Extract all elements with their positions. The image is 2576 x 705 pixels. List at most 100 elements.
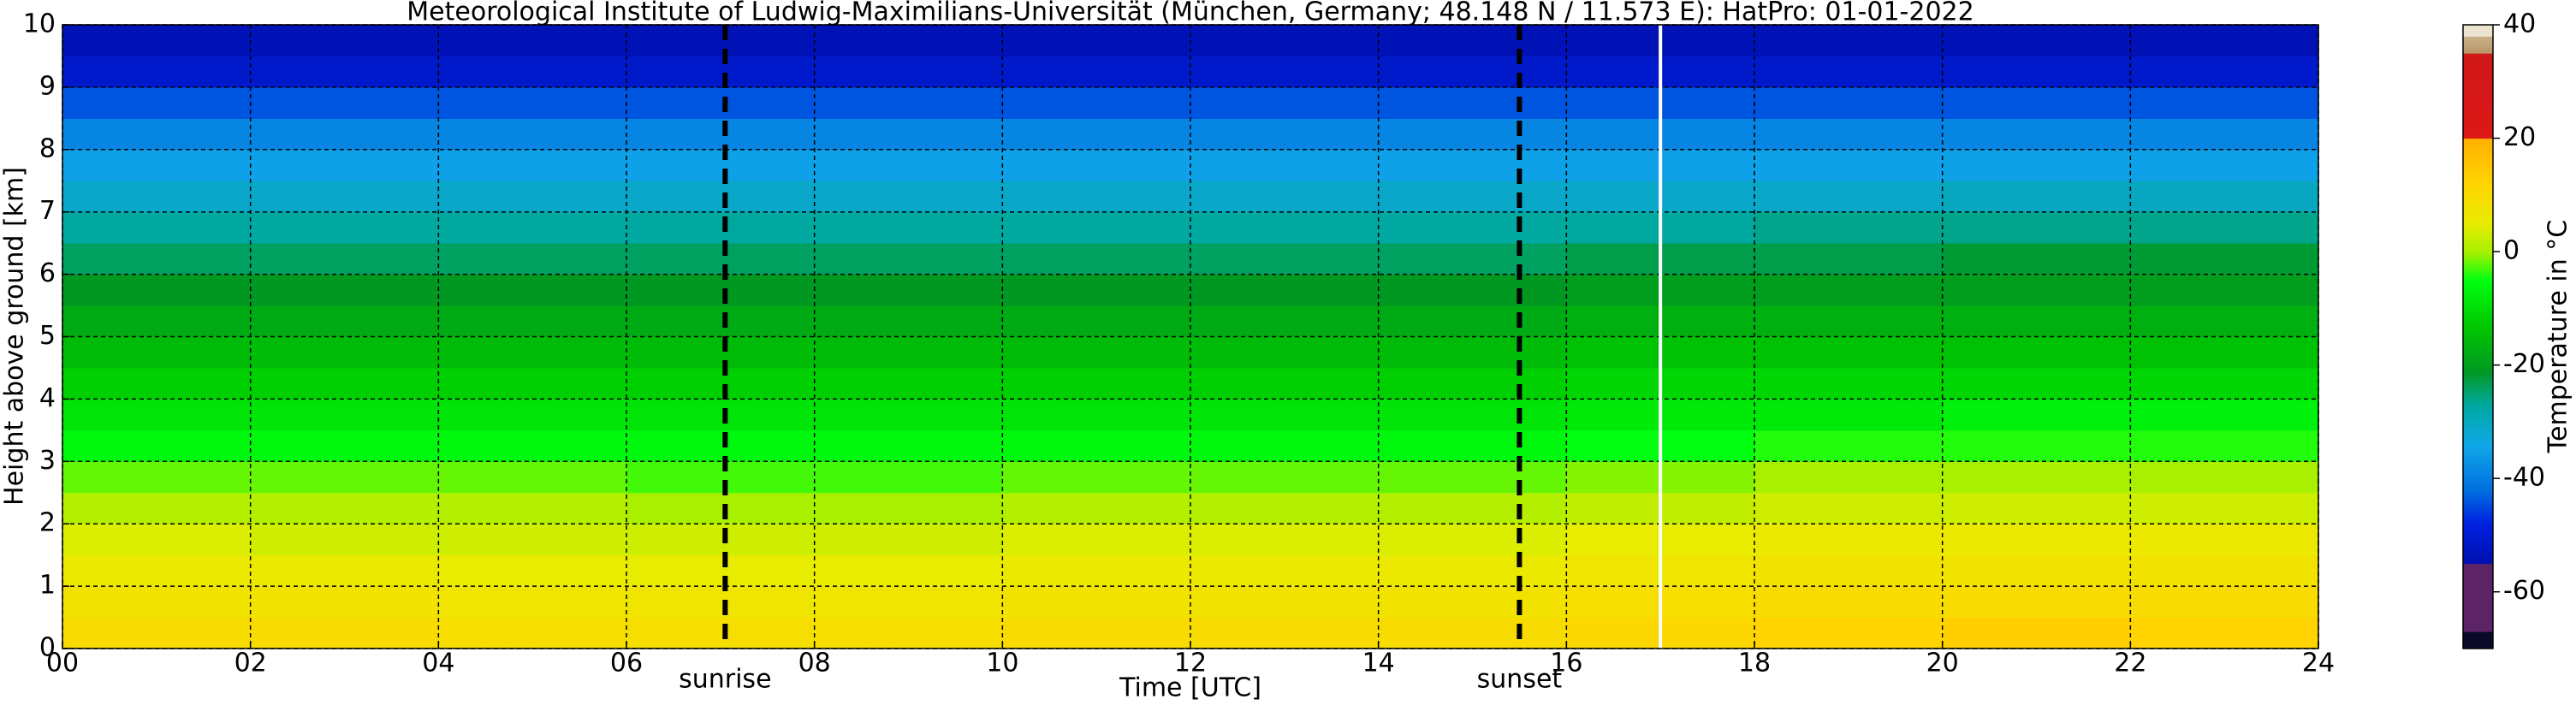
heatmap-cell xyxy=(1002,181,1191,213)
colorbar-swatch xyxy=(2463,640,2493,643)
heatmap-cell xyxy=(626,430,816,462)
colorbar-swatch xyxy=(2463,518,2493,522)
colorbar-swatch xyxy=(2463,595,2493,598)
colorbar-swatch xyxy=(2463,189,2493,193)
colorbar-swatch xyxy=(2463,430,2493,434)
heatmap-cell xyxy=(1190,524,1380,556)
colorbar-swatch xyxy=(2463,308,2493,312)
heatmap-cell xyxy=(1002,149,1191,181)
colorbar-swatch xyxy=(2463,416,2493,420)
colorbar-swatch xyxy=(2463,98,2493,102)
heatmap-cell xyxy=(1754,617,1944,649)
heatmap-cell xyxy=(1378,492,1567,524)
y-tick-label: 10 xyxy=(23,9,56,39)
colorbar-swatch xyxy=(2463,458,2493,462)
heatmap-cell xyxy=(1190,86,1380,119)
heatmap-cell xyxy=(626,305,816,337)
colorbar-swatch xyxy=(2463,186,2493,190)
heatmap-cell xyxy=(438,492,627,524)
heatmap-cell xyxy=(2130,274,2319,306)
colorbar-swatch xyxy=(2463,228,2493,233)
colorbar-swatch xyxy=(2463,215,2493,218)
heatmap-cell xyxy=(814,86,1003,119)
heatmap-cell xyxy=(1754,430,1944,462)
heatmap-cell xyxy=(1190,149,1380,181)
y-axis-label: Height above ground [km] xyxy=(0,167,30,506)
colorbar-swatch xyxy=(2463,64,2493,68)
colorbar-swatch xyxy=(2463,27,2493,32)
heatmap-cell xyxy=(1002,56,1191,88)
colorbar-swatch xyxy=(2463,58,2493,62)
colorbar-swatch xyxy=(2463,285,2493,289)
heatmap-cell xyxy=(2130,56,2319,88)
heatmap-cell xyxy=(626,149,816,181)
plot-frame xyxy=(62,24,2319,649)
colorbar-swatch xyxy=(2463,166,2493,170)
heatmap-cell xyxy=(1378,86,1567,119)
colorbar-swatch xyxy=(2463,388,2493,391)
colorbar-swatch xyxy=(2463,44,2493,49)
heatmap-cell xyxy=(1190,367,1380,400)
heatmap-cell xyxy=(1754,492,1944,524)
colorbar-swatch xyxy=(2463,260,2493,264)
heatmap-cell xyxy=(1754,25,1944,56)
heatmap-cell xyxy=(1942,461,2131,494)
heatmap-cell xyxy=(1942,25,2131,56)
heatmap-cell xyxy=(250,149,439,181)
colorbar-swatch xyxy=(2463,263,2493,267)
colorbar-swatch xyxy=(2463,291,2493,295)
colorbar-swatch xyxy=(2463,135,2493,139)
heatmap-cell xyxy=(2130,399,2319,431)
colorbar-swatch xyxy=(2463,418,2493,423)
heatmap-cell xyxy=(626,617,816,649)
x-tick-label: 22 xyxy=(2114,649,2146,678)
colorbar-swatch xyxy=(2463,30,2493,34)
heatmap-cell xyxy=(1378,118,1567,151)
colorbar-swatch xyxy=(2463,438,2493,442)
heatmap-cell xyxy=(1754,274,1944,306)
heatmap-cell xyxy=(814,492,1003,524)
colorbar-swatch xyxy=(2463,405,2493,408)
colorbar-swatch xyxy=(2463,376,2493,380)
heatmap-cell xyxy=(438,243,627,275)
colorbar-swatch xyxy=(2463,379,2493,383)
heatmap-cell xyxy=(814,524,1003,556)
colorbar-swatch xyxy=(2463,192,2493,196)
colorbar-swatch xyxy=(2463,75,2493,80)
colorbar-swatch xyxy=(2463,200,2493,204)
colorbar-swatch xyxy=(2463,127,2493,131)
colorbar-swatch xyxy=(2463,62,2493,65)
colorbar-swatch xyxy=(2463,118,2493,122)
heatmap-cell xyxy=(1190,617,1380,649)
colorbar-swatch xyxy=(2463,41,2493,45)
colorbar-swatch xyxy=(2463,572,2493,576)
colorbar-swatch xyxy=(2463,421,2493,425)
heatmap-cell xyxy=(1190,181,1380,213)
heatmap-cell xyxy=(814,56,1003,88)
x-tick-label: 00 xyxy=(46,649,79,678)
heatmap-cell xyxy=(626,25,816,56)
x-tick-label: 12 xyxy=(1174,649,1207,678)
heatmap-cell xyxy=(250,586,439,619)
heatmap-cell xyxy=(62,367,252,400)
colorbar-swatch xyxy=(2463,203,2493,207)
heatmap-cell xyxy=(1942,181,2131,213)
colorbar-swatch xyxy=(2463,580,2493,584)
heatmap-cell xyxy=(814,118,1003,151)
colorbar-swatch xyxy=(2463,401,2493,406)
heatmap-cell xyxy=(1942,617,2131,649)
heatmap-cell xyxy=(62,492,252,524)
colorbar-swatch xyxy=(2463,634,2493,638)
heatmap-cell xyxy=(2130,305,2319,337)
heatmap-cell xyxy=(1378,430,1567,462)
heatmap-cell xyxy=(1378,524,1567,556)
colorbar-swatch xyxy=(2463,252,2493,255)
heatmap-cell xyxy=(1942,367,2131,400)
heatmap-cell xyxy=(250,25,439,56)
colorbar-swatch xyxy=(2463,92,2493,97)
heatmap-cell xyxy=(814,617,1003,649)
colorbar-swatch xyxy=(2463,146,2493,151)
colorbar-swatch xyxy=(2463,549,2493,553)
heatmap-cell xyxy=(250,430,439,462)
heatmap-cell xyxy=(1190,118,1380,151)
